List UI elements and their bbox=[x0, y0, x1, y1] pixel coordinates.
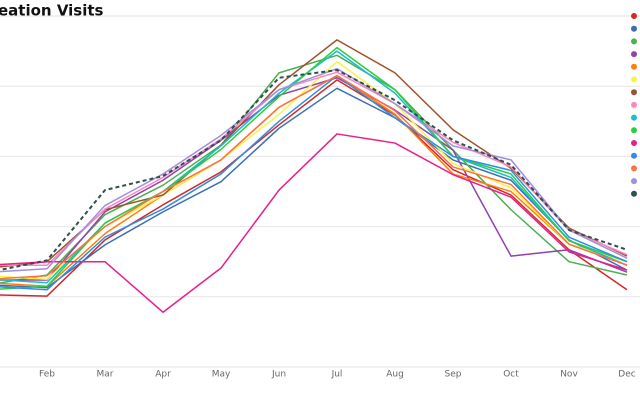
series-line bbox=[0, 71, 628, 266]
legend-marker bbox=[631, 51, 637, 58]
x-tick-label: Feb bbox=[39, 370, 55, 380]
series-line bbox=[0, 74, 628, 288]
legend-marker bbox=[631, 63, 637, 70]
series-line bbox=[0, 74, 628, 291]
legend-marker bbox=[631, 140, 637, 146]
legend-marker bbox=[631, 152, 637, 159]
x-tick-label: Aug bbox=[386, 370, 404, 380]
series-line bbox=[0, 46, 628, 290]
series-line bbox=[0, 67, 628, 273]
chart-title: eation Visits bbox=[0, 2, 104, 20]
x-tick-label: Oct bbox=[503, 370, 519, 380]
series-line bbox=[0, 133, 628, 313]
legend-marker bbox=[631, 165, 637, 172]
legend-marker bbox=[631, 190, 637, 197]
legend-marker bbox=[631, 13, 637, 19]
x-tick-label: Dec bbox=[618, 370, 635, 380]
legend-marker bbox=[631, 101, 637, 108]
series-line bbox=[0, 87, 628, 289]
legend-marker bbox=[631, 89, 637, 96]
legend-marker bbox=[631, 178, 637, 185]
series-line bbox=[0, 77, 628, 281]
x-tick-label: Sep bbox=[445, 370, 462, 380]
series-line bbox=[0, 74, 628, 280]
x-tick-label: Jun bbox=[271, 370, 286, 380]
x-tick-label: May bbox=[212, 370, 231, 380]
legend-marker bbox=[631, 38, 637, 45]
series-line bbox=[0, 79, 628, 297]
series-line bbox=[0, 69, 628, 271]
legend-marker bbox=[631, 76, 637, 83]
legend-marker bbox=[631, 114, 637, 121]
x-tick-label: Mar bbox=[97, 370, 114, 380]
x-tick-label: Apr bbox=[155, 370, 171, 380]
series-line bbox=[0, 54, 628, 284]
legend-marker bbox=[631, 127, 637, 134]
x-tick-label: Jul bbox=[331, 370, 343, 380]
legend-marker bbox=[631, 25, 637, 32]
x-tick-label: Nov bbox=[560, 370, 578, 380]
